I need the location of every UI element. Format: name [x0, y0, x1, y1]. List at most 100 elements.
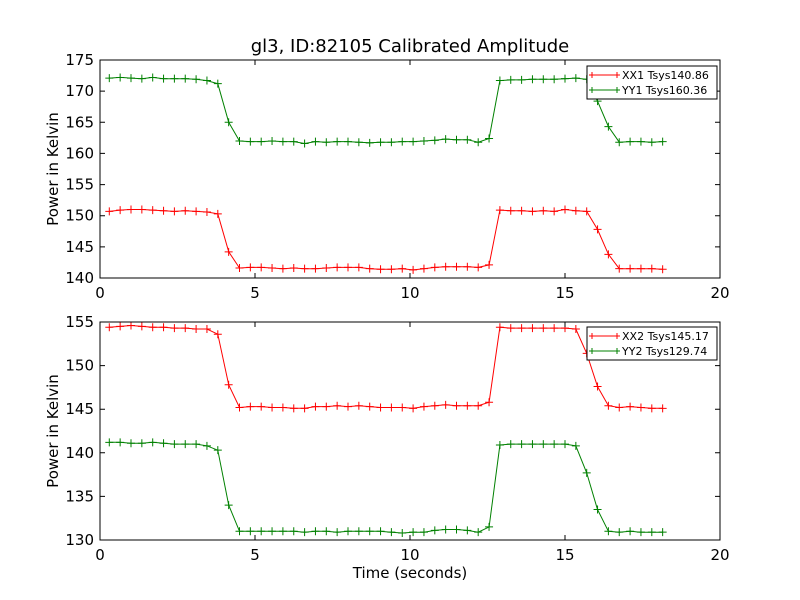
data-point [235, 527, 244, 536]
data-point [506, 324, 515, 333]
x-tick-label: 0 [95, 546, 105, 564]
y-tick-label: 150 [65, 357, 94, 375]
data-point [647, 528, 656, 537]
legend: XX1 Tsys140.86 YY1 Tsys160.36 [586, 65, 718, 100]
data-point [170, 440, 179, 449]
data-point [365, 264, 374, 273]
data-point [398, 529, 407, 538]
legend-swatch [589, 87, 620, 93]
data-point [441, 262, 450, 271]
data-point [278, 264, 287, 273]
data-point [333, 137, 342, 146]
y-axis-label: Power in Kelvin [44, 374, 62, 488]
data-point [571, 441, 580, 450]
data-point [202, 207, 211, 216]
data-point [474, 263, 483, 272]
data-point [626, 264, 635, 273]
data-point [224, 501, 233, 510]
data-point [495, 323, 504, 332]
legend-swatch [589, 348, 620, 354]
data-point [257, 263, 266, 272]
data-point [116, 438, 125, 447]
data-point [246, 137, 255, 146]
data-point [148, 206, 157, 215]
data-point [213, 446, 222, 455]
data-point [485, 522, 494, 531]
data-point [528, 75, 537, 84]
data-point [192, 440, 201, 449]
data-point [278, 403, 287, 412]
data-point [268, 527, 277, 536]
data-point [636, 264, 645, 273]
data-point [300, 264, 309, 273]
data-point [202, 441, 211, 450]
data-point [105, 323, 114, 332]
legend-swatch [589, 333, 620, 339]
data-point [192, 324, 201, 333]
data-point [430, 401, 439, 410]
data-point [105, 438, 114, 447]
y-tick-label: 155 [65, 313, 94, 331]
data-point [430, 263, 439, 272]
y-tick-label: 130 [65, 531, 94, 549]
data-point [571, 324, 580, 333]
data-point [257, 527, 266, 536]
data-point [300, 528, 309, 537]
data-point [376, 403, 385, 412]
data-point [344, 137, 352, 146]
legend-swatch [589, 72, 620, 78]
data-point [137, 322, 146, 331]
data-point [376, 527, 385, 536]
y-tick-label: 175 [65, 51, 94, 69]
data-point [213, 209, 222, 218]
data-point [517, 440, 526, 449]
series-line [109, 324, 663, 409]
data-point [159, 323, 168, 332]
data-point [300, 139, 309, 148]
data-point [604, 401, 613, 410]
data-point [441, 525, 450, 534]
data-point [333, 528, 342, 537]
data-point [170, 74, 179, 83]
data-point [550, 440, 559, 449]
subplot-2: 0 5 10 15 20 130 135 140 145 150 155 Power in Kelvi… [44, 313, 730, 582]
data-point [647, 404, 656, 413]
series-line [109, 76, 663, 145]
y-tick-label: 140 [65, 269, 94, 287]
x-tick-label: 5 [250, 546, 260, 564]
data-point [224, 380, 233, 389]
data-point [235, 264, 244, 273]
data-point [419, 402, 428, 411]
data-point [268, 136, 277, 145]
data-point [398, 137, 407, 146]
data-point [224, 247, 233, 256]
series-line [109, 208, 663, 271]
data-point [311, 137, 320, 146]
data-point [137, 74, 146, 83]
data-point [181, 440, 190, 449]
data-point [626, 402, 635, 411]
y-tick-label: 155 [65, 176, 94, 194]
y-axis-label: Power in Kelvin [44, 112, 62, 226]
data-point [354, 263, 363, 272]
data-point [495, 206, 504, 215]
x-tick-label: 10 [400, 284, 419, 302]
data-point [127, 321, 135, 330]
data-point [398, 403, 407, 412]
data-point [430, 136, 439, 145]
data-point [344, 402, 352, 411]
data-point [387, 138, 396, 147]
data-point [528, 440, 537, 449]
data-point [365, 402, 374, 411]
data-point [202, 76, 211, 85]
y-tick-label: 150 [65, 207, 94, 225]
x-axis-label: Time (seconds) [352, 564, 468, 582]
data-point [485, 134, 494, 143]
data-point [268, 264, 277, 273]
data-point [593, 225, 602, 234]
series-xx1 [105, 205, 667, 274]
data-point [626, 137, 635, 146]
x-tick-label: 0 [95, 284, 105, 302]
data-point [344, 527, 352, 536]
